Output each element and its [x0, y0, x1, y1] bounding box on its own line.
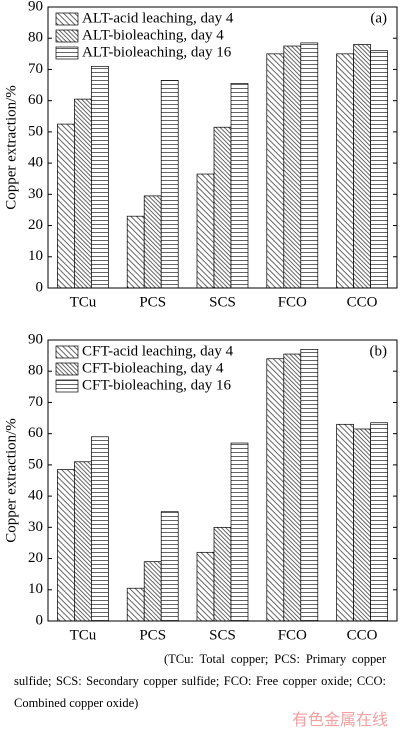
- bar: [283, 45, 302, 289]
- y-tick-label: 0: [36, 279, 44, 295]
- bar: [300, 42, 319, 289]
- x-tick-label: CCO: [347, 294, 378, 310]
- bar: [196, 551, 215, 622]
- y-tick-label: 10: [28, 581, 43, 597]
- y-axis-label: Copper extraction/%: [3, 85, 19, 210]
- legend-swatch: [55, 345, 79, 359]
- x-tick-label: PCS: [139, 627, 166, 643]
- bar: [266, 53, 285, 289]
- bar: [160, 511, 179, 622]
- bar: [143, 561, 162, 622]
- bar: [370, 50, 388, 289]
- x-tick-label: SCS: [209, 294, 236, 310]
- x-tick-label: PCS: [139, 294, 166, 310]
- y-tick-label: 70: [28, 61, 43, 77]
- bar: [370, 422, 388, 622]
- legend-label: ALT-acid leaching, day 4: [82, 10, 234, 26]
- x-tick-label: TCu: [70, 627, 97, 643]
- bar: [353, 428, 371, 622]
- x-tick-label: TCu: [70, 294, 97, 310]
- bar: [213, 126, 232, 289]
- legend-swatch: [55, 29, 79, 43]
- caption: (TCu: Total copper; PCS: Primary copper …: [14, 652, 386, 710]
- bar: [126, 587, 145, 622]
- annotation: (a): [370, 10, 387, 26]
- y-tick-label: 0: [36, 612, 44, 628]
- bar: [196, 173, 215, 289]
- bar: [57, 469, 75, 622]
- y-tick-label: 80: [28, 363, 43, 379]
- plot-frame: [47, 6, 398, 289]
- legend-label: CFT-acid leaching, day 4: [82, 343, 234, 359]
- plot-frame: [47, 339, 398, 622]
- x-tick-label: CCO: [347, 627, 378, 643]
- bar: [74, 461, 92, 622]
- y-tick-label: 20: [28, 217, 43, 233]
- y-axis-label: Copper extraction/%: [3, 418, 19, 543]
- legend-label: CFT-bioleaching, day 4: [82, 360, 224, 376]
- y-tick-label: 50: [28, 456, 43, 472]
- bar: [266, 358, 285, 622]
- y-tick-label: 20: [28, 550, 43, 566]
- legend-swatch: [55, 362, 79, 376]
- bar: [74, 98, 92, 289]
- bar: [230, 83, 249, 289]
- y-tick-label: 90: [28, 0, 43, 14]
- legend-swatch: [55, 379, 79, 393]
- bar: [336, 53, 354, 289]
- bar: [336, 423, 354, 622]
- x-tick-label: SCS: [209, 627, 236, 643]
- bar: [283, 353, 302, 622]
- bar: [213, 526, 232, 622]
- legend-label: ALT-bioleaching, day 4: [82, 27, 224, 43]
- watermark: 有色金属在线: [291, 710, 388, 729]
- legend-label: CFT-bioleaching, day 16: [82, 377, 232, 393]
- bar: [160, 80, 179, 289]
- x-tick-label: FCO: [278, 294, 307, 310]
- y-tick-label: 50: [28, 123, 43, 139]
- bar: [143, 195, 162, 289]
- bar: [300, 349, 319, 622]
- y-tick-label: 30: [28, 186, 43, 202]
- bar: [353, 44, 371, 289]
- y-tick-label: 40: [28, 155, 43, 171]
- bar: [230, 442, 249, 622]
- legend-label: ALT-bioleaching, day 16: [82, 44, 232, 60]
- y-tick-label: 60: [28, 92, 43, 108]
- y-tick-label: 60: [28, 425, 43, 441]
- y-tick-label: 40: [28, 488, 43, 504]
- y-tick-label: 70: [28, 394, 43, 410]
- charts: 0 10 20 30 40 50 60 70 80 90 Copper extraction/% TC…: [3, 0, 398, 643]
- y-tick-label: 90: [28, 331, 43, 347]
- y-tick-label: 10: [28, 248, 43, 264]
- legend-swatch: [55, 46, 79, 60]
- bar: [91, 65, 109, 289]
- bar: [91, 436, 109, 622]
- annotation: (b): [370, 343, 388, 359]
- bar: [57, 123, 75, 289]
- legend-swatch: [55, 12, 79, 26]
- bar: [126, 215, 145, 289]
- y-tick-label: 80: [28, 30, 43, 46]
- y-tick-label: 30: [28, 519, 43, 535]
- x-tick-label: FCO: [278, 627, 307, 643]
